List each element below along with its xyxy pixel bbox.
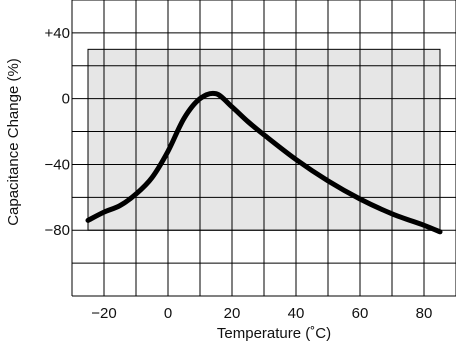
x-tick-label: 60 — [352, 305, 369, 322]
tick-layer: −20 0 20 40 60 80 +40 0 −40 −80 — [45, 25, 433, 322]
y-axis-label: Capacitance Change (%) — [5, 58, 22, 226]
series-line — [85, 90, 443, 235]
x-tick-label: 20 — [224, 305, 241, 322]
x-tick-label: −20 — [91, 305, 116, 322]
y-tick-label: −80 — [45, 222, 70, 239]
grid-layer — [71, 0, 456, 297]
y-tick-label: +40 — [45, 25, 70, 42]
x-tick-label: 80 — [416, 305, 433, 322]
x-tick-label: 40 — [288, 305, 305, 322]
series-layer — [85, 90, 443, 235]
x-axis-label: Temperature (˚C) — [217, 325, 331, 342]
y-tick-label: 0 — [62, 91, 70, 108]
y-tick-label: −40 — [45, 156, 70, 173]
x-tick-label: 0 — [164, 305, 172, 322]
